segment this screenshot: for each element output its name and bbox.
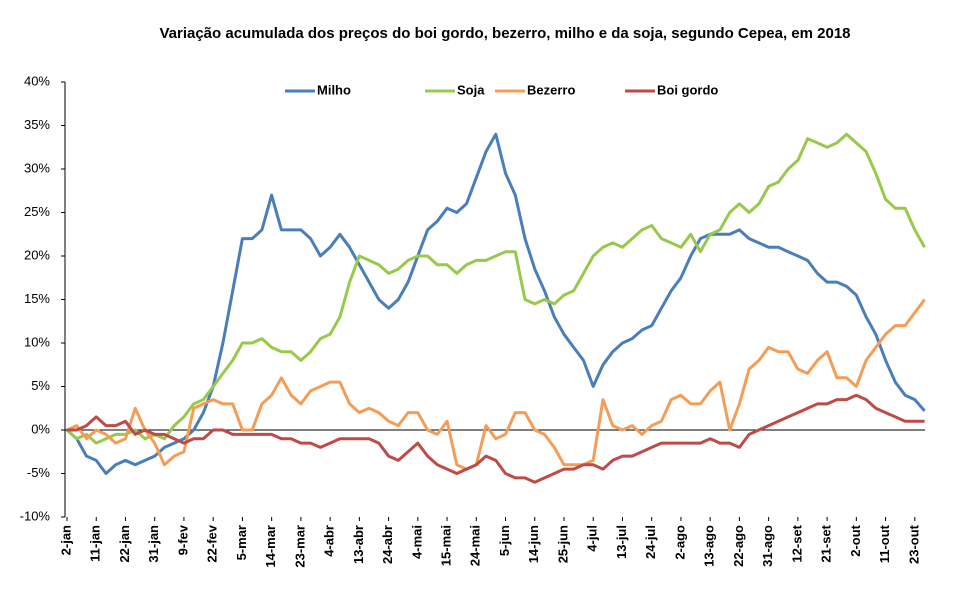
x-tick-label: 2-ago <box>672 525 687 560</box>
x-tick-label: 15-mai <box>438 525 453 566</box>
x-tick-label: 2-out <box>848 524 863 556</box>
y-tick-label: -5% <box>27 465 51 480</box>
legend-label: Milho <box>317 82 351 97</box>
y-tick-label: 40% <box>24 73 50 88</box>
series-line <box>67 393 925 484</box>
y-tick-label: 30% <box>24 160 50 175</box>
x-tick-label: 4-mai <box>409 525 424 559</box>
x-tick-label: 24-abr <box>380 525 395 564</box>
y-tick-label: 20% <box>24 247 50 262</box>
y-tick-label: 10% <box>24 334 50 349</box>
legend-label: Bezerro <box>527 82 575 97</box>
x-tick-label: 12-set <box>789 524 804 562</box>
x-tick-label: 31-jan <box>146 525 161 563</box>
y-tick-label: 5% <box>31 378 50 393</box>
x-tick-label: 14-mar <box>263 525 278 568</box>
y-tick-label: 15% <box>24 291 50 306</box>
x-tick-label: 23-out <box>906 524 921 564</box>
x-tick-label: 9-fev <box>175 524 190 555</box>
series-line <box>66 298 926 471</box>
x-tick-label: 25-jun <box>555 525 570 563</box>
series-line <box>65 132 926 475</box>
x-tick-label: 22-fev <box>205 524 220 562</box>
x-tick-label: 4-abr <box>322 525 337 557</box>
y-tick-label: 25% <box>24 204 50 219</box>
x-tick-label: 11-out <box>877 524 892 563</box>
x-tick-label: 13-ago <box>702 525 717 567</box>
chart-title: Variação acumulada dos preços do boi gor… <box>159 25 850 42</box>
x-tick-label: 2-jan <box>58 525 73 555</box>
x-tick-label: 22-ago <box>731 525 746 567</box>
x-tick-label: 11-jan <box>88 525 103 562</box>
x-tick-label: 24-mai <box>468 525 483 566</box>
x-tick-label: 5-mar <box>234 525 249 560</box>
x-tick-label: 4-jul <box>585 525 600 552</box>
y-tick-label: 0% <box>31 421 50 436</box>
x-tick-label: 5-jun <box>497 525 512 556</box>
x-tick-label: 14-jun <box>526 525 541 563</box>
x-tick-label: 23-mar <box>292 525 307 568</box>
legend-label: Soja <box>457 82 485 97</box>
x-tick-label: 13-abr <box>351 525 366 564</box>
x-tick-label: 21-set <box>819 524 834 562</box>
x-tick-label: 13-jul <box>614 525 629 559</box>
x-tick-label: 22-jan <box>117 525 132 563</box>
y-tick-label: 35% <box>24 117 50 132</box>
legend-label: Boi gordo <box>657 82 718 97</box>
x-tick-label: 31-ago <box>760 525 775 567</box>
y-tick-label: -10% <box>20 508 51 523</box>
series-line <box>65 132 926 445</box>
x-tick-label: 24-jul <box>643 525 658 559</box>
